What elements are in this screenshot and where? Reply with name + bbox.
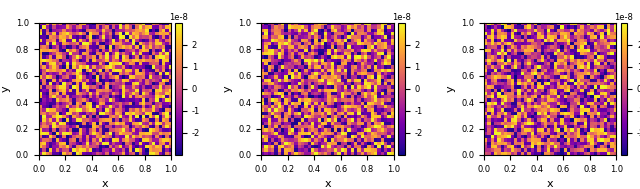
X-axis label: x: x: [324, 179, 331, 189]
Title: 1e-8: 1e-8: [169, 13, 188, 22]
Y-axis label: y: y: [445, 85, 456, 92]
Title: 1e-8: 1e-8: [392, 13, 411, 22]
X-axis label: x: x: [547, 179, 554, 189]
Y-axis label: y: y: [223, 85, 233, 92]
Title: 1e-8: 1e-8: [614, 13, 634, 22]
X-axis label: x: x: [102, 179, 108, 189]
Y-axis label: y: y: [0, 85, 10, 92]
